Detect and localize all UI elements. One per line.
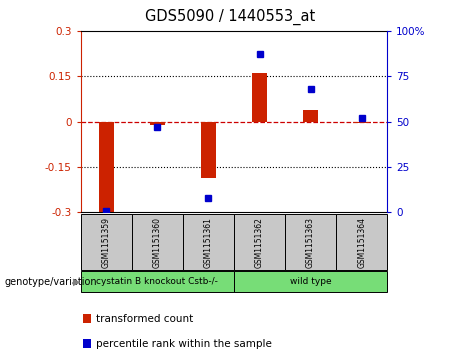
Text: GDS5090 / 1440553_at: GDS5090 / 1440553_at <box>145 9 316 25</box>
Text: GSM1151359: GSM1151359 <box>102 217 111 268</box>
Bar <box>234 214 285 270</box>
Text: wild type: wild type <box>290 277 331 286</box>
Bar <box>99 122 114 214</box>
Text: ▶: ▶ <box>73 277 80 287</box>
Bar <box>81 214 132 270</box>
Bar <box>201 122 216 178</box>
Text: GSM1151364: GSM1151364 <box>357 217 366 268</box>
Text: GSM1151361: GSM1151361 <box>204 217 213 268</box>
Bar <box>303 110 318 122</box>
Bar <box>234 271 387 292</box>
Text: genotype/variation: genotype/variation <box>5 277 97 287</box>
Text: percentile rank within the sample: percentile rank within the sample <box>96 339 272 349</box>
Bar <box>150 122 165 125</box>
Bar <box>183 214 234 270</box>
Bar <box>252 73 267 122</box>
Text: GSM1151362: GSM1151362 <box>255 217 264 268</box>
Bar <box>354 122 369 123</box>
Text: GSM1151360: GSM1151360 <box>153 217 162 268</box>
Text: cystatin B knockout Cstb-/-: cystatin B knockout Cstb-/- <box>96 277 218 286</box>
Bar <box>132 214 183 270</box>
Bar <box>81 271 234 292</box>
Text: transformed count: transformed count <box>96 314 193 323</box>
Bar <box>336 214 387 270</box>
Text: GSM1151363: GSM1151363 <box>306 217 315 268</box>
Bar <box>285 214 336 270</box>
